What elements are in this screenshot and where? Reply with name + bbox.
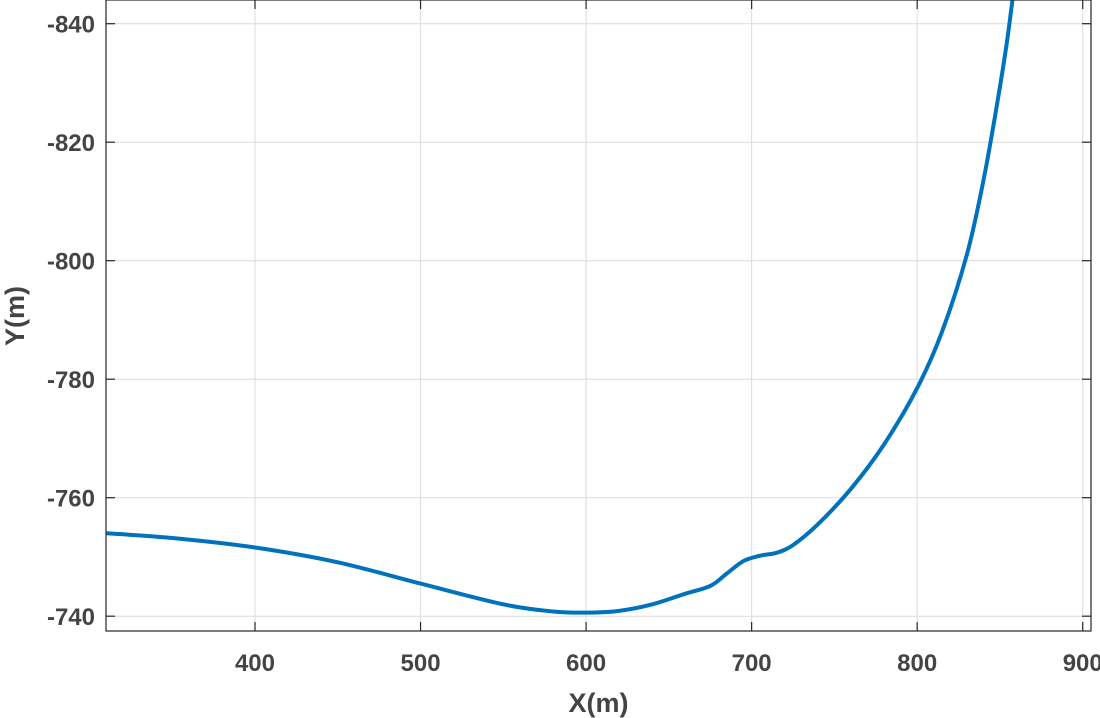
tick-marks (106, 0, 1091, 631)
trajectory-line (106, 0, 1015, 615)
y-tick-label: -780 (47, 367, 95, 394)
x-tick-label: 600 (566, 650, 606, 677)
y-tick-labels: -840 -820 -800 -780 -760 -740 (47, 12, 95, 631)
x-tick-labels: 400 500 600 700 800 900 (235, 650, 1100, 677)
y-axis-title: Y(m) (0, 286, 30, 346)
grid (106, 0, 1091, 631)
x-tick-label: 700 (732, 650, 772, 677)
x-tick-label: 400 (235, 650, 275, 677)
series-layer (106, 0, 1015, 615)
y-tick-label: -800 (47, 249, 95, 276)
x-tick-label: 800 (897, 650, 937, 677)
plot-area-frame (105, 0, 1092, 632)
x-axis-title: X(m) (569, 688, 629, 718)
y-tick-label: -820 (47, 130, 95, 157)
y-tick-label: -740 (47, 604, 95, 631)
x-tick-label: 500 (401, 650, 441, 677)
x-tick-label: 900 (1063, 650, 1100, 677)
y-tick-label: -840 (47, 12, 95, 39)
y-tick-label: -760 (47, 486, 95, 513)
